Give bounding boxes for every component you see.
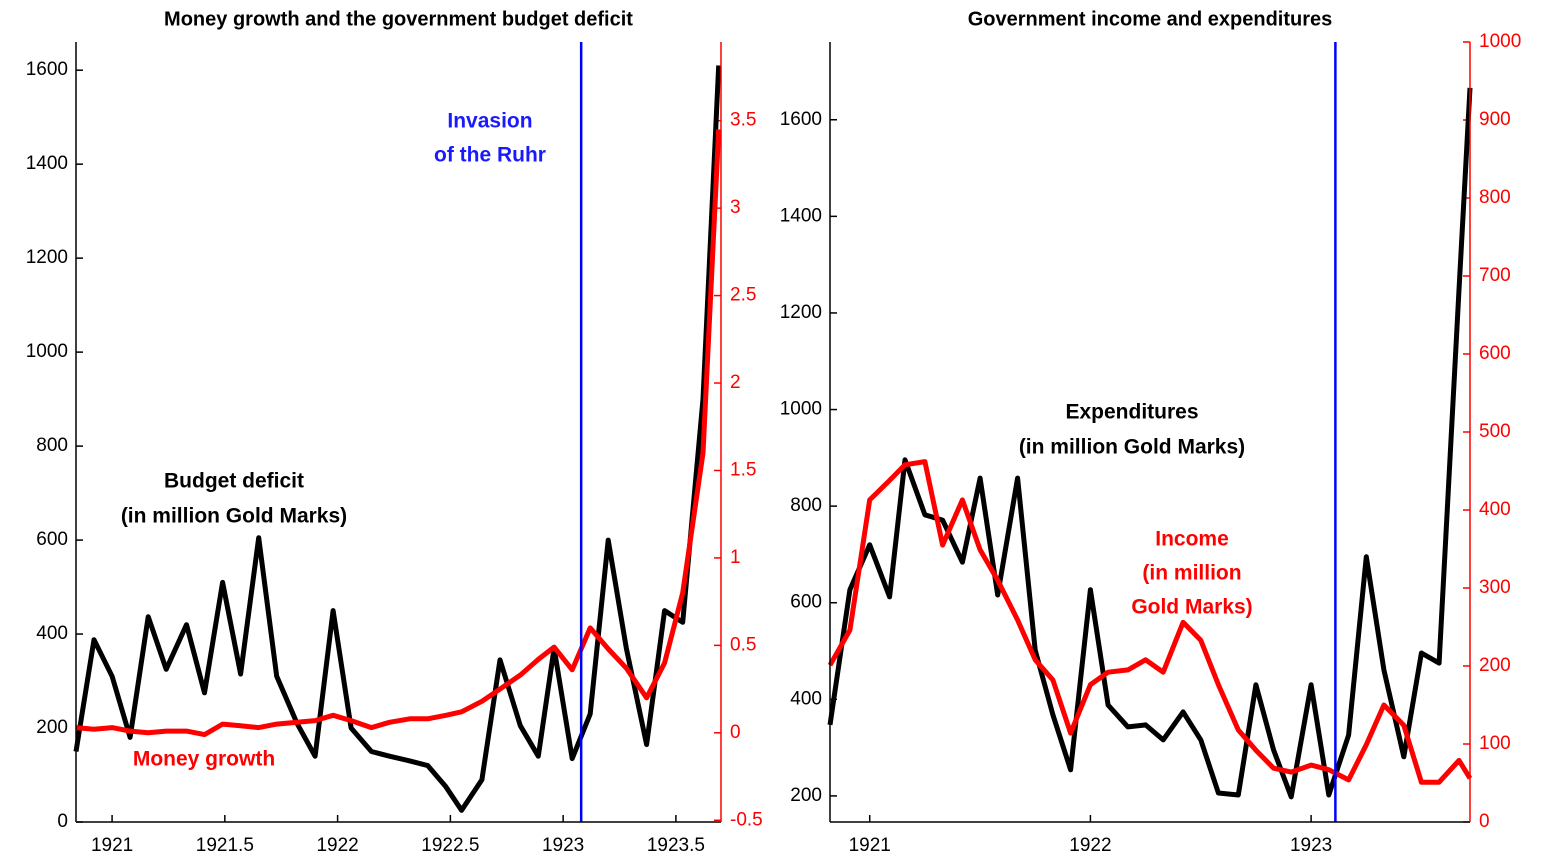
x-tick-label: 1922 xyxy=(1069,835,1111,856)
chart-title: Money growth and the government budget d… xyxy=(164,8,633,30)
annotation: (in million xyxy=(1142,562,1241,585)
x-tick-label: 1922 xyxy=(316,835,358,856)
y-tick-label: 800 xyxy=(790,495,822,516)
y2-tick-label: 800 xyxy=(1479,187,1511,208)
y-tick-label: 1000 xyxy=(26,341,68,362)
y-tick-label: 1200 xyxy=(780,302,822,323)
y2-tick-label: 600 xyxy=(1479,343,1511,364)
y2-tick-label: 1000 xyxy=(1479,31,1521,52)
y-tick-label: 1200 xyxy=(26,247,68,268)
y-tick-label: 800 xyxy=(36,435,68,456)
series-line xyxy=(73,65,722,813)
y-tick-label: 600 xyxy=(790,592,822,613)
series-line xyxy=(827,459,1473,785)
annotation: Budget deficit xyxy=(164,470,304,493)
y2-tick-label: 2.5 xyxy=(730,285,756,306)
x-tick-label: 1923.5 xyxy=(647,835,705,856)
y2-tick-label: 0.5 xyxy=(730,634,756,655)
chart-title: Government income and expenditures xyxy=(968,8,1333,30)
y-tick-label: 1400 xyxy=(780,205,822,226)
annotation: Gold Marks) xyxy=(1131,596,1252,619)
x-tick-label: 1921 xyxy=(849,835,891,856)
x-tick-label: 1921 xyxy=(91,835,133,856)
y-tick-label: 600 xyxy=(36,529,68,550)
y2-tick-label: -0.5 xyxy=(730,809,763,830)
y-tick-label: 1400 xyxy=(26,153,68,174)
y-tick-label: 400 xyxy=(36,623,68,644)
x-tick-label: 1922.5 xyxy=(421,835,479,856)
y2-tick-label: 3 xyxy=(730,197,741,218)
y-tick-label: 200 xyxy=(790,785,822,806)
annotation: Invasion xyxy=(447,110,532,133)
y2-tick-label: 1 xyxy=(730,547,741,568)
annotation: (in million Gold Marks) xyxy=(1019,436,1245,459)
x-tick-label: 1921.5 xyxy=(196,835,254,856)
x-tick-label: 1923 xyxy=(542,835,584,856)
y2-tick-label: 100 xyxy=(1479,733,1511,754)
annotation: Income xyxy=(1155,528,1229,551)
y2-tick-label: 1.5 xyxy=(730,459,756,480)
y-tick-label: 400 xyxy=(790,688,822,709)
y-tick-label: 200 xyxy=(36,717,68,738)
y2-tick-label: 700 xyxy=(1479,265,1511,286)
annotation: Expenditures xyxy=(1065,401,1198,424)
y2-tick-label: 0 xyxy=(730,722,741,743)
x-tick-label: 1923 xyxy=(1290,835,1332,856)
y-tick-label: 1000 xyxy=(780,399,822,420)
y2-tick-label: 3.5 xyxy=(730,110,756,131)
y2-tick-label: 400 xyxy=(1479,499,1511,520)
y2-tick-label: 500 xyxy=(1479,421,1511,442)
y-tick-label: 1600 xyxy=(26,59,68,80)
y2-tick-label: 2 xyxy=(730,372,741,393)
annotation: Money growth xyxy=(133,748,275,771)
annotation: of the Ruhr xyxy=(434,144,546,167)
y2-tick-label: 200 xyxy=(1479,655,1511,676)
y-tick-label: 1600 xyxy=(780,109,822,130)
series-line xyxy=(75,129,722,738)
y2-tick-label: 0 xyxy=(1479,811,1490,832)
y2-tick-label: 900 xyxy=(1479,109,1511,130)
y-tick-label: 0 xyxy=(57,811,68,832)
annotation: (in million Gold Marks) xyxy=(121,505,347,528)
y2-tick-label: 300 xyxy=(1479,577,1511,598)
